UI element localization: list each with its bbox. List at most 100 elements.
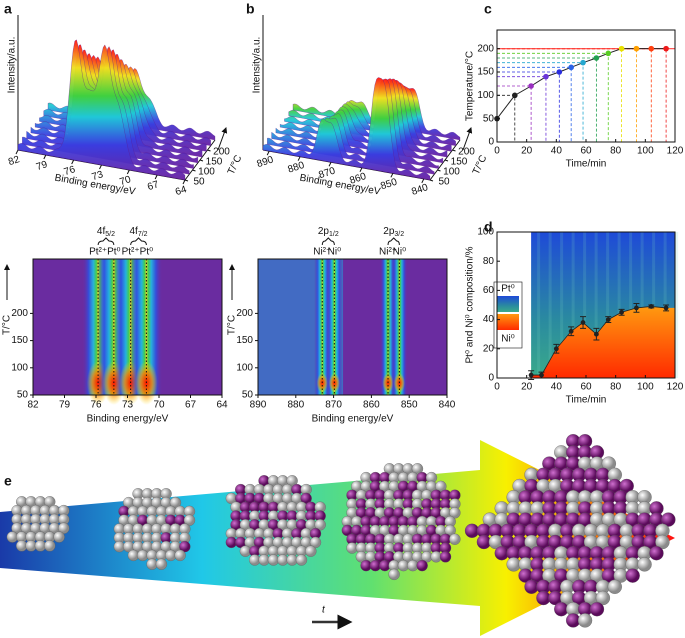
x-tick-label: 100 [637,146,654,157]
atom [435,480,447,493]
illustration [0,434,676,636]
atom [44,496,56,508]
pt-streak [629,232,633,378]
x-tick [390,173,394,178]
point [648,45,655,52]
guide-line [497,85,532,142]
line [496,48,667,119]
x-tick-label: 79 [35,159,49,173]
peak-label: Ni⁰ [328,247,341,258]
atom [53,531,65,543]
x-tick-label: 60 [580,146,592,157]
legend-label: Ni⁰ [501,334,514,345]
pt-streak [617,232,621,378]
atom [444,524,456,537]
x-tick-label: 76 [90,400,102,411]
x-tick-label: 860 [363,400,380,411]
z-tick-label: 200 [213,147,230,158]
pt-streak [606,232,610,378]
point [663,305,669,311]
x-tick-label: 64 [174,184,188,198]
point [633,45,640,52]
guide-line [497,57,597,142]
peak-label: Pt⁰ [107,247,120,258]
x-tick-label: 120 [667,146,684,157]
atom [58,522,70,534]
panel-label: d [484,219,493,235]
x-tick [297,156,301,161]
x-axis-label: Time/min [566,395,607,406]
point [539,372,544,378]
atom [179,540,191,553]
z-tick [452,149,456,152]
x-tick [15,149,19,155]
x-tick-label: 79 [59,400,71,411]
panel-label: a [4,1,12,17]
x-tick [126,169,130,175]
x-tick-label: 870 [317,165,337,181]
peak-label: Ni²⁺ [379,247,397,258]
x-tick-label: 76 [63,164,77,178]
x-tick-label: 80 [610,382,622,393]
point [593,55,600,61]
atom [607,579,622,594]
pt-streak [675,232,679,378]
surface-ridge [17,39,186,181]
point [648,304,654,309]
atom [295,554,308,566]
atom [416,559,428,572]
y-tick-label: 150 [236,335,253,346]
group-main: 4f [97,226,106,237]
peak-label: Pt²⁺ [122,247,140,258]
y-tick-label: 80 [483,256,495,267]
pt-streak [537,232,541,378]
y-tick-label: 100 [477,227,494,238]
x-tick-label: 67 [146,179,160,193]
panel-label: b [246,1,255,17]
group-main: 4f [129,226,138,237]
atom [183,514,196,526]
atom [305,545,317,557]
frame [257,258,448,396]
group-label: 4f7/2 [129,226,147,238]
atom [625,568,640,583]
point [580,320,586,325]
pt-streak [594,232,598,378]
x-tick [266,150,270,156]
y-tick-label: 0 [488,137,494,148]
x-tick-label: 880 [287,160,307,176]
y-axis-label: T/°C [227,315,238,335]
x-tick-label: 82 [7,154,21,168]
x-tick [99,164,102,170]
group-sub: 1/2 [329,231,339,238]
z-tick-label: 50 [438,177,450,188]
x-tick-label: 850 [379,177,399,193]
x-tick-label: 0 [494,382,500,393]
x-tick-label: 120 [667,382,684,393]
y-tick-label: 100 [11,362,28,373]
point [605,317,611,322]
x-tick-label: 40 [551,146,563,157]
y-tick-label: 60 [483,285,495,296]
arrow-label: t [322,605,326,616]
y-tick-label: 200 [477,43,494,54]
y-tick-label: 20 [483,343,495,354]
atom [314,519,326,531]
x-tick-label: 840 [410,182,430,198]
point [556,69,563,75]
x-tick-label: 0 [494,146,500,157]
x-tick-label: 70 [118,174,132,188]
point [543,73,549,80]
point [528,372,534,378]
point [619,309,624,315]
atom [174,549,186,562]
y-tick-label: 50 [17,390,29,401]
peak-label: Ni⁰ [393,247,406,258]
y-tick-label: 40 [483,314,495,325]
atom [449,533,461,545]
y-tick-label: 50 [483,113,495,124]
legend-label: Pt⁰ [501,284,514,295]
z-tick [199,159,204,162]
point [634,305,639,311]
